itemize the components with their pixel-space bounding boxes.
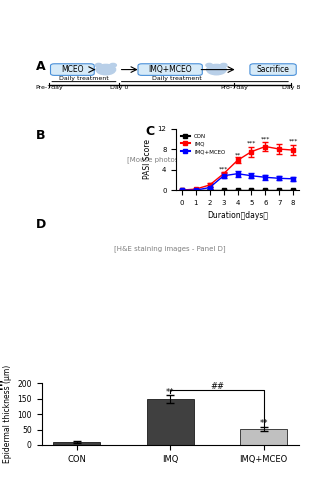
Y-axis label: Epidermal thickness (μm): Epidermal thickness (μm) <box>3 365 12 464</box>
Text: **: ** <box>234 153 241 158</box>
Text: B: B <box>37 128 46 141</box>
Circle shape <box>95 64 102 67</box>
Text: ***: *** <box>247 140 256 145</box>
Text: ***: *** <box>219 166 228 172</box>
Text: [Mouse photos - Panel B]: [Mouse photos - Panel B] <box>127 156 213 162</box>
Text: **: ** <box>260 419 268 428</box>
Bar <box>53 442 100 445</box>
Text: Day 0: Day 0 <box>110 86 128 90</box>
FancyBboxPatch shape <box>138 64 202 76</box>
X-axis label: Duration（days）: Duration（days） <box>207 212 268 220</box>
Text: Sacrifice: Sacrifice <box>257 65 290 74</box>
Text: ***: *** <box>289 138 298 143</box>
Bar <box>147 399 194 445</box>
Text: IMQ+MCEO: IMQ+MCEO <box>148 65 192 74</box>
Text: D: D <box>37 218 46 230</box>
Text: Pre-7day: Pre-7day <box>35 86 63 90</box>
FancyBboxPatch shape <box>250 64 296 76</box>
Text: C: C <box>146 126 155 138</box>
Legend: CON, IMQ, IMQ+MCEO: CON, IMQ, IMQ+MCEO <box>179 132 227 156</box>
Text: MCEO: MCEO <box>61 65 84 74</box>
Circle shape <box>220 64 227 67</box>
Text: A: A <box>37 60 46 73</box>
Y-axis label: PASI Score: PASI Score <box>143 140 152 179</box>
Circle shape <box>206 64 212 67</box>
Text: ***: *** <box>261 136 270 141</box>
Circle shape <box>110 64 117 67</box>
Text: ##: ## <box>210 382 224 390</box>
Text: [H&E staining images - Panel D]: [H&E staining images - Panel D] <box>114 245 226 252</box>
Circle shape <box>207 64 226 75</box>
Bar <box>240 429 287 445</box>
Text: Day 8: Day 8 <box>282 86 300 90</box>
Circle shape <box>96 64 116 75</box>
Text: **: ** <box>166 388 174 397</box>
Text: E: E <box>0 380 4 394</box>
Text: Daily treatment: Daily treatment <box>59 76 109 81</box>
FancyBboxPatch shape <box>50 64 94 76</box>
Text: Pro-7day: Pro-7day <box>220 86 248 90</box>
Text: Daily treatment: Daily treatment <box>152 76 202 81</box>
